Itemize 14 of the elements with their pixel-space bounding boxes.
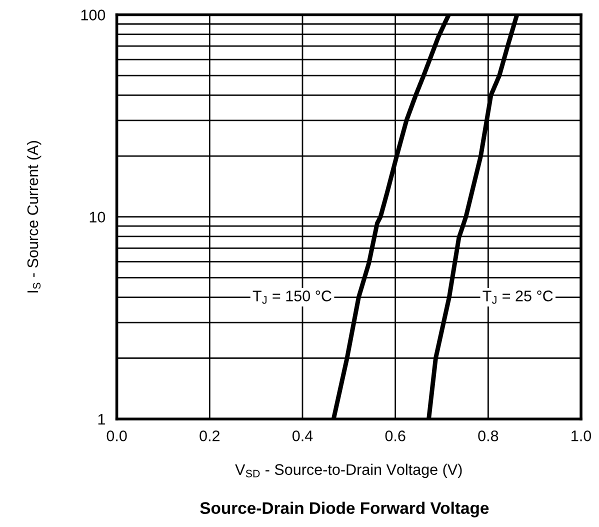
- x-axis-title: V$_{SD}$ - Source-to-Drain Voltage (V): [235, 464, 462, 478]
- x-tick-label: 1.0: [572, 430, 592, 442]
- y-tick-label: 1: [98, 414, 105, 424]
- y-axis-title: I$_{S}$ - Source Current (A): [26, 141, 42, 292]
- annotation: T$_{J}$ = 25 °C: [482, 290, 553, 304]
- x-tick-label: 0.0: [106, 430, 127, 442]
- x-tick-label: 0.8: [478, 430, 498, 442]
- annotation: T$_{J}$ = 150 °C: [252, 290, 332, 304]
- x-tick-label: 0.4: [292, 430, 313, 442]
- x-tick-label: 0.6: [385, 430, 406, 442]
- y-tick-label: 10: [90, 212, 106, 223]
- y-tick-label: 100: [81, 10, 106, 20]
- x-tick-label: 0.2: [200, 430, 220, 442]
- text: Source-Drain Diode Forward Voltage: [200, 502, 489, 518]
